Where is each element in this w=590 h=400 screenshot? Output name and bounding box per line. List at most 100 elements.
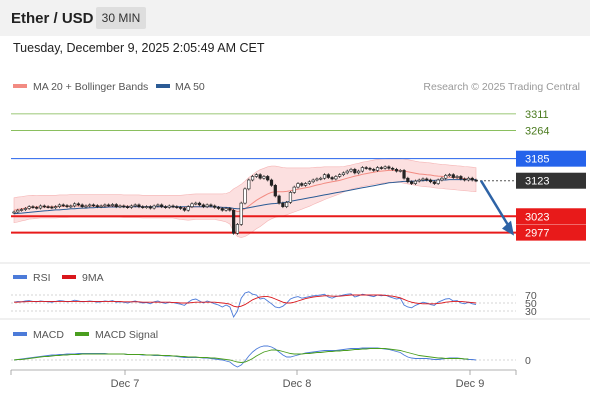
candle-body [247,179,251,190]
candle-body [197,202,202,206]
candle-body [141,206,145,208]
x-tick-label-dec-8: Dec 8 [283,378,312,390]
candle-body [61,204,65,207]
candle-body [459,176,463,180]
candle-body [205,204,209,207]
candle-body [375,167,380,171]
candle-body [91,204,96,207]
macd-level-label-0: 0 [525,355,531,367]
candle-body [163,206,168,208]
candle-body [338,174,342,177]
candle-body [432,181,436,184]
price-tag-label-2977: 2977 [525,228,549,240]
candle-body [69,205,73,208]
candle-body [224,208,228,211]
candle-body [88,204,92,207]
candle-body [421,178,425,181]
candle-body [451,174,455,178]
candle-body [122,205,126,208]
candle-body [175,206,179,208]
candle-body [95,205,99,207]
candle-body [148,206,152,209]
candle-body [296,183,300,188]
candle-body [186,206,190,211]
rsi-level-label-30: 30 [525,306,537,318]
macd-panel: 0 [11,345,531,368]
candle-body [319,177,323,180]
candle-body [428,179,433,183]
candle-body [152,205,156,209]
candle-body [463,178,467,181]
candle-body [228,208,232,211]
candle-body [12,211,16,214]
panel-divider-rsi [0,262,590,264]
x-axis: Dec 7 Dec 8 Dec 9 [10,369,517,390]
price-tag-3123 [516,172,586,189]
price-tags: 3311 3264 3185 3123 3023 2977 [516,109,586,241]
chart-header: Ether / USD 30 MIN [0,0,590,36]
candle-body [129,205,133,208]
candle-body [281,202,285,207]
price-levels [11,113,516,234]
candle-body [137,204,141,207]
candle-body [239,202,243,225]
candle-body [266,176,270,181]
candle-body [243,188,247,204]
candle-body [167,205,171,208]
price-tag-label-3023: 3023 [525,211,549,223]
candle-body [254,174,258,177]
macd-swatch [13,332,27,336]
candle-body [194,202,198,205]
candle-body [444,175,448,179]
timeframe-button[interactable]: 30 MIN [96,7,146,29]
candle-body [27,206,31,209]
ma50-swatch [156,84,170,88]
candle-body [285,202,289,207]
candle-body [50,206,54,209]
price-tag-2977 [516,224,586,241]
main-legend: MA 20 + Bollinger Bands MA 50 Research ©… [13,81,580,93]
candle-body [402,170,406,179]
candle-body [114,204,118,207]
instrument-title: Ether / USD [11,10,94,27]
candle-body [440,177,444,181]
candle-body [394,169,399,172]
rsi-ma-legend-label: 9MA [82,272,104,284]
candle-body [379,167,383,169]
candle-body [413,180,418,184]
candle-body [470,177,474,181]
candle-body [326,174,330,178]
candle-body [23,208,27,210]
candle-body [277,195,281,204]
candle-body [103,204,107,207]
ma50-line [13,179,476,215]
candle-body [35,207,39,209]
candle-body [398,170,402,172]
ma20-legend-label: MA 20 + Bollinger Bands [33,81,148,93]
candle-body [232,209,236,234]
candle-body [160,204,164,207]
candle-body [76,203,80,206]
candle-body [110,204,115,206]
rsi-level-label-70: 70 [525,290,537,302]
forecast-arrow-head [502,220,514,236]
candle-body [474,179,478,182]
candle-body [357,170,361,174]
candle-body [84,205,88,208]
candle-body [436,179,440,184]
candle-body [144,206,149,208]
rsi-legend: RSI 9MA [13,272,104,284]
candle-body [288,192,293,203]
candle-body [360,167,364,172]
candle-body [262,176,266,179]
candle-body [303,183,308,186]
candle-body [250,176,255,181]
macd-series-macd [13,345,477,368]
candle-body [171,205,175,208]
timestamp: Tuesday, December 9, 2025 2:05:49 AM CET [13,41,265,55]
candle-body [107,204,111,207]
candle-body [334,176,338,180]
candle-body [19,209,24,211]
candle-body [353,169,357,174]
